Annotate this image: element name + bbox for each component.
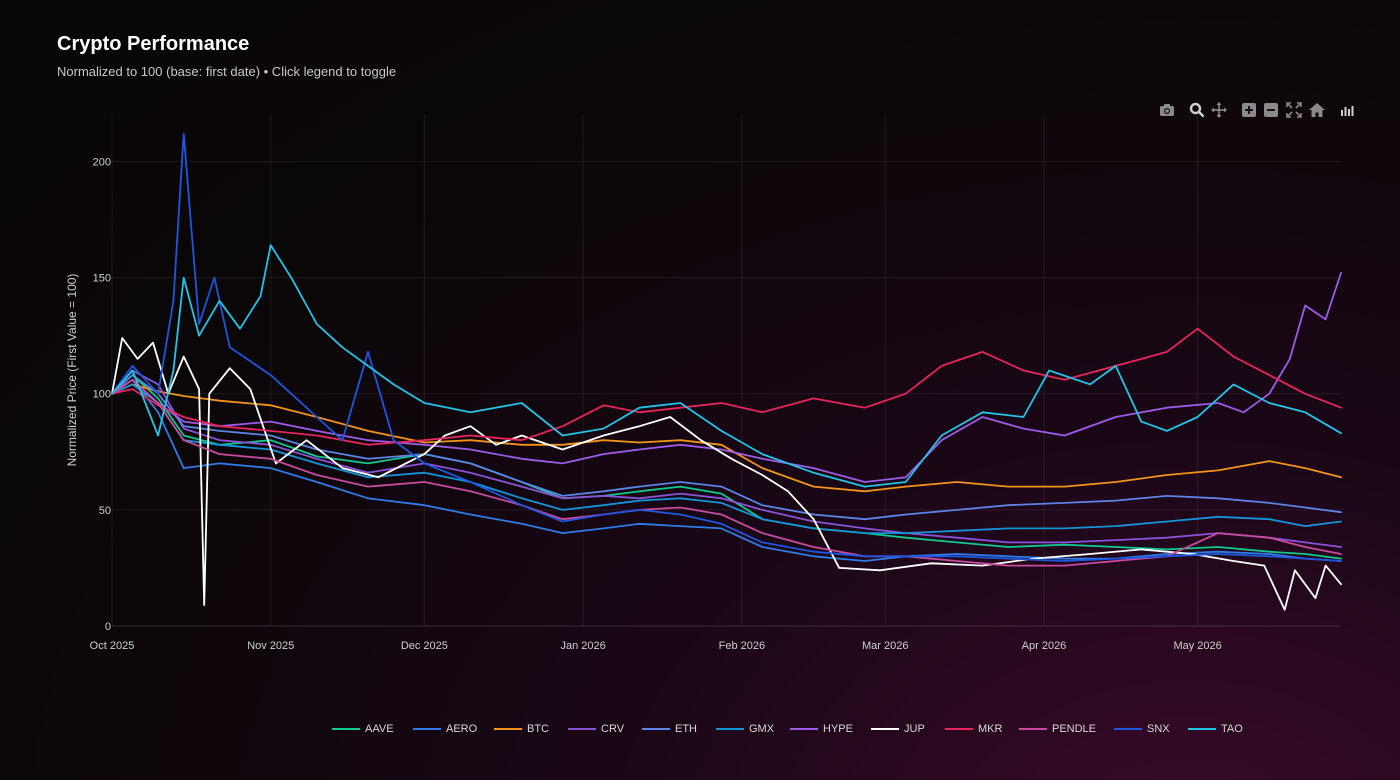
legend-item-crv[interactable]: CRV	[568, 721, 624, 737]
legend-label: SNX	[1147, 723, 1170, 735]
legend-swatch	[642, 728, 670, 730]
series-line-snx	[111, 132, 1342, 562]
legend-swatch	[568, 728, 596, 730]
series-line-hype	[111, 272, 1342, 483]
y-tick-label: 150	[93, 273, 111, 285]
series-line-gmx	[111, 383, 1342, 534]
series-line-mkr	[111, 327, 1342, 446]
legend-item-jup[interactable]: JUP	[871, 721, 925, 737]
x-tick-label: Dec 2025	[401, 640, 448, 652]
home-icon[interactable]	[1308, 101, 1326, 119]
y-tick-label: 100	[93, 389, 111, 401]
series-line-jup	[111, 337, 1342, 611]
y-tick-label: 0	[105, 621, 111, 633]
legend-label: MKR	[978, 723, 1003, 735]
legend-item-pendle[interactable]: PENDLE	[1019, 721, 1096, 737]
chart-title: Crypto Performance	[57, 33, 250, 55]
zoom-in-icon[interactable]	[1240, 101, 1258, 119]
zoom-out-icon[interactable]	[1262, 101, 1280, 119]
legend-swatch	[494, 728, 522, 730]
legend-swatch	[871, 728, 899, 730]
series-line-aave	[111, 374, 1342, 560]
x-tick-label: Oct 2025	[90, 640, 135, 652]
legend-item-mkr[interactable]: MKR	[945, 721, 1002, 737]
legend-item-snx[interactable]: SNX	[1114, 721, 1170, 737]
legend-label: AERO	[446, 723, 478, 735]
legend-swatch	[716, 728, 744, 730]
legend-label: AAVE	[365, 723, 394, 735]
series-line-crv	[111, 369, 1342, 548]
legend-item-hype[interactable]: HYPE	[790, 721, 853, 737]
x-tick-label: Nov 2025	[247, 640, 294, 652]
legend-swatch	[790, 728, 818, 730]
x-tick-label: May 2026	[1173, 640, 1221, 652]
legend-label: JUP	[904, 723, 925, 735]
autoscale-icon[interactable]	[1285, 101, 1303, 119]
legend-item-eth[interactable]: ETH	[642, 721, 697, 737]
legend-swatch	[1019, 728, 1047, 730]
legend-swatch	[945, 728, 973, 730]
chart-subtitle: Normalized to 100 (base: first date) • C…	[57, 64, 397, 79]
series-line-btc	[111, 383, 1342, 493]
legend-label: TAO	[1221, 723, 1243, 735]
legend-item-btc[interactable]: BTC	[494, 721, 549, 737]
legend-swatch	[332, 728, 360, 730]
legend-label: BTC	[527, 723, 549, 735]
legend-label: PENDLE	[1052, 723, 1097, 735]
legend-label: ETH	[675, 723, 697, 735]
legend-item-gmx[interactable]: GMX	[716, 721, 774, 737]
legend-label: CRV	[601, 723, 625, 735]
legend-item-aero[interactable]: AERO	[413, 721, 477, 737]
y-tick-label: 200	[93, 156, 111, 168]
legend-label: HYPE	[823, 723, 853, 735]
series-line-pendle	[111, 378, 1342, 567]
zoom-icon[interactable]	[1188, 101, 1206, 119]
legend-swatch	[1114, 728, 1142, 730]
legend-item-aave[interactable]: AAVE	[332, 721, 394, 737]
x-tick-label: Apr 2026	[1022, 640, 1067, 652]
series-line-aero	[111, 378, 1342, 562]
x-tick-label: Feb 2026	[719, 640, 765, 652]
legend-label: GMX	[749, 723, 775, 735]
x-tick-label: Jan 2026	[560, 640, 605, 652]
y-tick-label: 50	[99, 505, 111, 517]
legend-swatch	[413, 728, 441, 730]
series-line-tao	[111, 244, 1342, 488]
plotly-logo-icon[interactable]	[1338, 101, 1356, 119]
x-tick-label: Mar 2026	[862, 640, 908, 652]
pan-icon[interactable]	[1210, 101, 1228, 119]
series-line-eth	[111, 374, 1342, 521]
modebar	[1158, 101, 1358, 119]
camera-icon[interactable]	[1158, 101, 1176, 119]
legend-item-tao[interactable]: TAO	[1188, 721, 1243, 737]
y-axis-title: Normalized Price (First Value = 100)	[65, 274, 79, 467]
legend-swatch	[1188, 728, 1216, 730]
